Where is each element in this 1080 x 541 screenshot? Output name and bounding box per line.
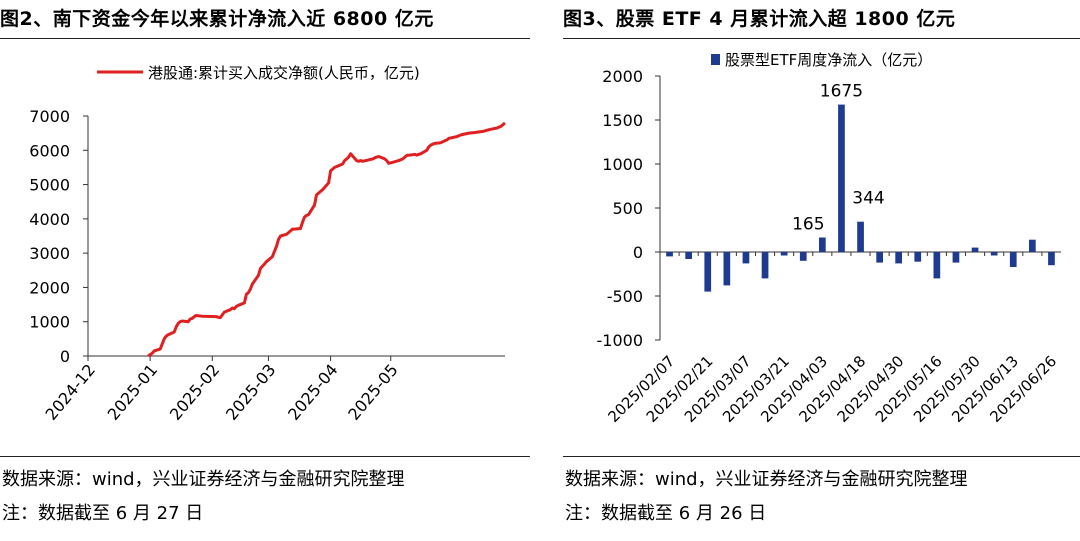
bar xyxy=(971,247,979,252)
left-source-note: 数据来源：wind，兴业证券经济与金融研究院整理 xyxy=(2,469,405,490)
legend-bar-swatch xyxy=(711,54,720,65)
right-figure-title: 图3、股票 ETF 4 月累计流入超 1800 亿元 xyxy=(563,8,956,30)
x-tick-label: 2024-12 xyxy=(42,360,100,423)
y-tick-label: 3000 xyxy=(29,244,70,263)
bar xyxy=(780,252,788,256)
bar xyxy=(933,252,941,279)
legend-label: 股票型ETF周度净流入（亿元） xyxy=(725,51,932,69)
bar xyxy=(990,252,998,256)
legend-label: 港股通:累计买入成交净额(人民币，亿元) xyxy=(148,64,420,82)
bar xyxy=(742,252,750,264)
y-tick-label: 2000 xyxy=(29,278,70,297)
x-tick-label: 2025-04 xyxy=(284,360,342,423)
left-title-rule xyxy=(0,38,530,39)
right-figure: 图3、股票 ETF 4 月累计流入超 1800 亿元 股票型ETF周度净流入（亿… xyxy=(563,0,1080,541)
bar xyxy=(1029,239,1036,252)
left-footer-rule xyxy=(0,456,530,457)
left-figure: 图2、南下资金今年以来累计净流入近 6800 亿元 港股通:累计买入成交净额(人… xyxy=(0,0,530,541)
bar xyxy=(895,252,902,264)
bar xyxy=(666,252,673,257)
y-tick-label: 2000 xyxy=(602,67,643,86)
bar xyxy=(799,252,807,261)
y-tick-label: 4000 xyxy=(29,210,70,229)
bar xyxy=(1009,252,1017,267)
data-label: 344 xyxy=(852,189,884,209)
y-tick-label: 0 xyxy=(60,347,70,366)
bar xyxy=(857,221,864,252)
left-date-note: 注：数据截至 6 月 27 日 xyxy=(2,503,204,524)
right-date-note: 注：数据截至 6 月 26 日 xyxy=(565,503,767,524)
right-title-rule xyxy=(563,38,1080,39)
y-tick-label: 7000 xyxy=(29,107,70,126)
y-tick-label: 1000 xyxy=(602,155,643,174)
x-tick-label: 2025-02 xyxy=(166,360,224,423)
y-tick-label: 0 xyxy=(633,243,643,262)
bar xyxy=(1048,252,1055,266)
y-tick-label: -1000 xyxy=(597,331,644,350)
bar xyxy=(876,252,883,263)
left-figure-title: 图2、南下资金今年以来累计净流入近 6800 亿元 xyxy=(0,8,434,30)
y-tick-label: 6000 xyxy=(29,141,70,160)
y-tick-label: 5000 xyxy=(29,176,70,195)
data-label: 165 xyxy=(792,214,824,234)
bar xyxy=(819,237,826,252)
x-tick-label: 2025-05 xyxy=(344,360,402,423)
bar xyxy=(914,252,922,262)
bar xyxy=(838,104,845,252)
data-label: 1675 xyxy=(820,82,863,102)
bar xyxy=(685,252,692,259)
y-tick-label: 1000 xyxy=(29,313,70,332)
left-line-chart: 港股通:累计买入成交净额(人民币，亿元) 0 1000 2000 3000 4000 500… xyxy=(29,64,506,424)
bar xyxy=(704,252,712,292)
bar xyxy=(761,252,769,279)
y-tick-label: 500 xyxy=(612,199,643,218)
bar xyxy=(723,252,731,286)
right-bar-chart: 股票型ETF周度净流入（亿元） -1000 -500 0 500 1000 1500 2000… xyxy=(597,51,1061,426)
y-tick-label: 1500 xyxy=(602,111,643,130)
right-source-note: 数据来源：wind，兴业证券经济与金融研究院整理 xyxy=(565,469,968,490)
right-footer-rule xyxy=(563,456,1080,457)
series-line xyxy=(147,121,506,358)
x-tick-label: 2025-01 xyxy=(104,360,162,423)
y-tick-label: -500 xyxy=(607,287,643,306)
bar xyxy=(952,252,960,263)
x-tick-label: 2025-03 xyxy=(222,360,280,423)
